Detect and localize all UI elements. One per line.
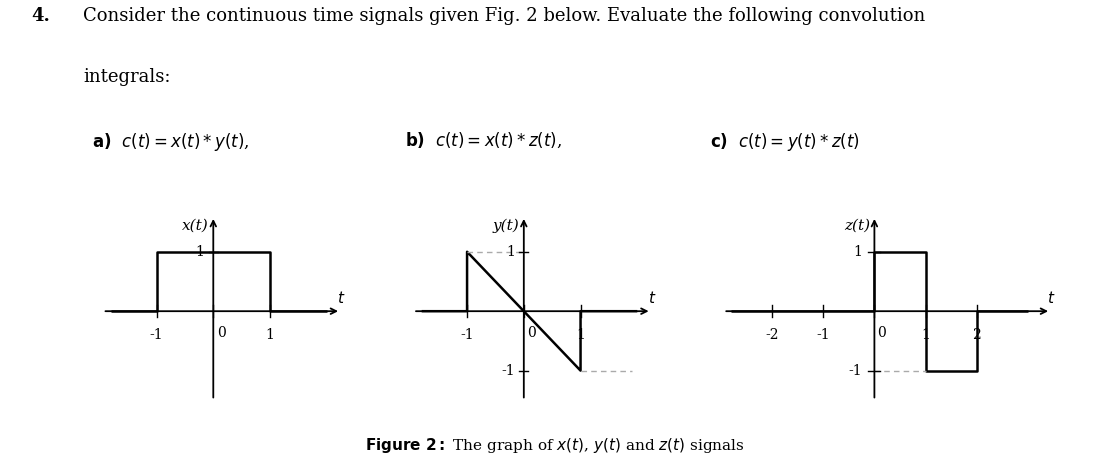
Text: 1: 1	[195, 245, 204, 259]
Text: $\bf{a)}$  $c(t) = x(t) * y(t)$,: $\bf{a)}$ $c(t) = x(t) * y(t)$,	[92, 131, 250, 153]
Text: integrals:: integrals:	[83, 68, 171, 86]
Text: $\mathbf{Figure\ 2:}$ The graph of $x(t)$, $y(t)$ and $z(t)$ signals: $\mathbf{Figure\ 2:}$ The graph of $x(t)…	[365, 436, 744, 455]
Text: Consider the continuous time signals given Fig. 2 below. Evaluate the following : Consider the continuous time signals giv…	[83, 7, 925, 25]
Text: 0: 0	[877, 326, 886, 340]
Text: y(t): y(t)	[492, 219, 519, 234]
Text: 1: 1	[922, 328, 930, 342]
Text: 1: 1	[854, 245, 863, 259]
Text: 1: 1	[265, 328, 274, 342]
Text: 1: 1	[506, 245, 515, 259]
Text: 1: 1	[576, 328, 584, 342]
Text: $t$: $t$	[1047, 290, 1056, 306]
Text: z(t): z(t)	[844, 219, 871, 233]
Text: -1: -1	[816, 328, 830, 342]
Text: $\bf{c)}$  $c(t) = y(t) * z(t)$: $\bf{c)}$ $c(t) = y(t) * z(t)$	[710, 131, 859, 153]
Text: 4.: 4.	[31, 7, 50, 25]
Text: $\bf{b)}$  $c(t) = x(t) * z(t)$,: $\bf{b)}$ $c(t) = x(t) * z(t)$,	[405, 131, 562, 150]
Text: 0: 0	[216, 326, 225, 340]
Text: -1: -1	[501, 364, 515, 378]
Text: -1: -1	[848, 364, 863, 378]
Text: -1: -1	[150, 328, 163, 342]
Text: 0: 0	[527, 326, 536, 340]
Text: x(t): x(t)	[182, 219, 208, 233]
Text: $t$: $t$	[337, 290, 345, 306]
Text: $t$: $t$	[648, 290, 655, 306]
Text: -2: -2	[765, 328, 779, 342]
Text: -1: -1	[460, 328, 474, 342]
Text: 2: 2	[973, 328, 981, 342]
